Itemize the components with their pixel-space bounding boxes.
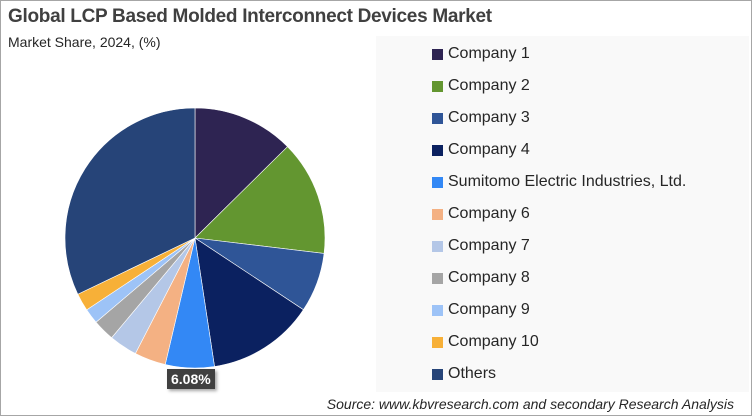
legend-label: Company 6 — [448, 205, 530, 222]
legend-swatch — [432, 112, 443, 124]
pie-slice-others — [64, 107, 196, 295]
legend-label: Company 1 — [448, 45, 530, 62]
legend-item: Company 6 — [432, 198, 686, 230]
legend-label: Company 10 — [448, 333, 539, 350]
legend-item: Company 3 — [432, 102, 686, 134]
legend-label: Company 3 — [448, 109, 530, 126]
legend-label: Others — [448, 365, 497, 382]
legend-swatch — [432, 80, 443, 92]
legend-item: Others — [432, 358, 686, 390]
pie-slice-company-1 — [194, 107, 288, 239]
legend-swatch — [432, 48, 443, 60]
legend-swatch — [432, 176, 443, 188]
legend-label: Company 4 — [448, 141, 530, 158]
legend-swatch — [432, 208, 443, 220]
chart-title: Global LCP Based Molded Interconnect Dev… — [8, 6, 492, 27]
legend-label: Company 9 — [448, 301, 530, 318]
legend-item: Company 10 — [432, 326, 686, 358]
legend-swatch — [432, 240, 443, 252]
legend: Company 1 Company 2 Company 3 Company 4 Sumi… — [432, 38, 686, 390]
legend-item: Company 2 — [432, 70, 686, 102]
legend-item: Company 4 — [432, 134, 686, 166]
legend-item: Company 9 — [432, 294, 686, 326]
legend-swatch — [432, 144, 443, 156]
legend-item: Company 8 — [432, 262, 686, 294]
legend-item: Company 7 — [432, 230, 686, 262]
chart-subtitle: Market Share, 2024, (%) — [8, 34, 161, 50]
legend-label: Company 7 — [448, 237, 530, 254]
legend-swatch — [432, 272, 443, 284]
data-label-sumitomo: 6.08% — [167, 369, 215, 389]
legend-item: Company 1 — [432, 38, 686, 70]
legend-label: Company 2 — [448, 77, 530, 94]
pie-slice-company-4 — [194, 237, 304, 367]
legend-label: Sumitomo Electric Industries, Ltd. — [448, 173, 687, 190]
legend-swatch — [432, 304, 443, 316]
source-note: Source: www.kbvresearch.com and secondar… — [326, 396, 734, 412]
pie-slice-company-2 — [194, 146, 326, 254]
legend-label: Company 8 — [448, 269, 530, 286]
legend-item: Sumitomo Electric Industries, Ltd. — [432, 166, 686, 198]
legend-swatch — [432, 336, 443, 348]
legend-swatch — [432, 368, 443, 380]
